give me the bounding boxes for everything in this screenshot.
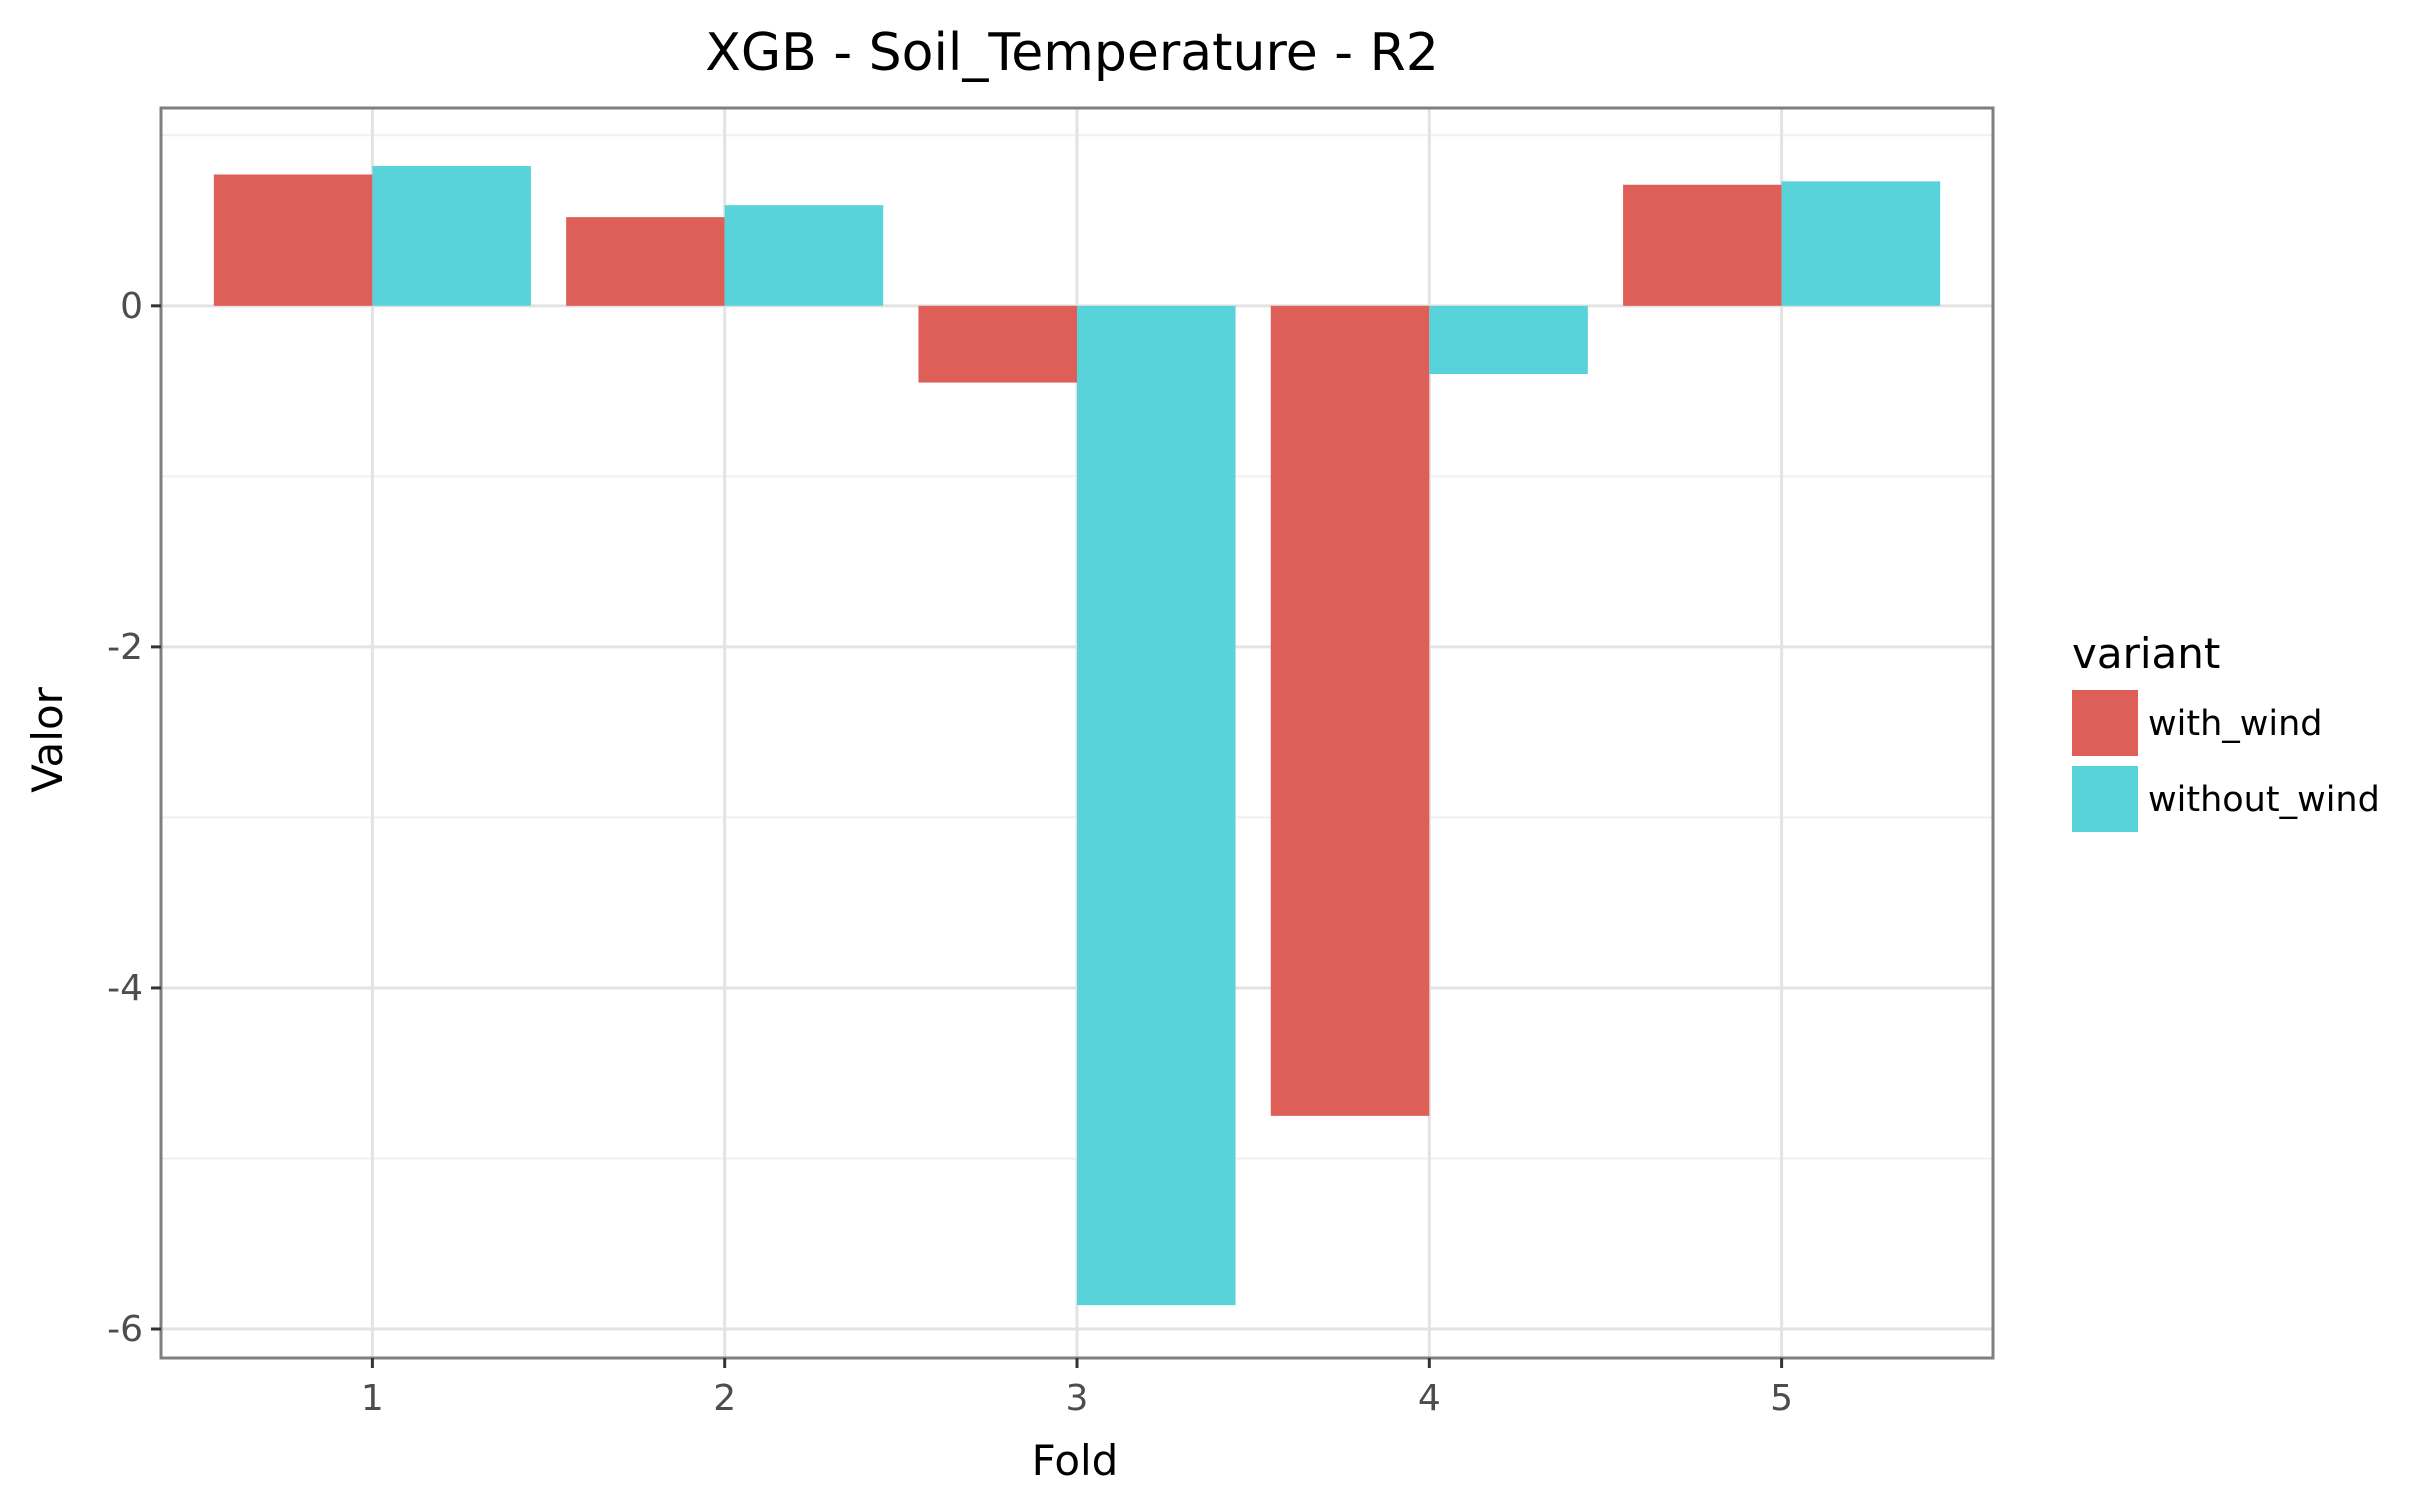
bar-with_wind-fold-5 — [1623, 184, 1782, 306]
y-axis-title: Valor — [23, 686, 72, 793]
bar-without_wind-fold-3 — [1077, 305, 1236, 1306]
bar-with_wind-fold-2 — [566, 217, 725, 306]
y-tick-label: -4 — [107, 968, 143, 1009]
bar-without_wind-fold-1 — [372, 165, 531, 306]
chart-title: XGB - Soil_Temperature - R2 — [705, 23, 1439, 83]
x-tick-label: 4 — [1418, 1378, 1441, 1419]
legend: variant with_wind without_wind — [2072, 629, 2380, 832]
y-tick-label: 0 — [120, 286, 143, 327]
x-tick-label: 5 — [1770, 1378, 1793, 1419]
legend-key-without_wind — [2072, 766, 2138, 832]
x-tick-label: 1 — [361, 1378, 384, 1419]
legend-label-with_wind: with_wind — [2148, 704, 2323, 744]
y-tick-label: -6 — [107, 1309, 143, 1350]
bar-with_wind-fold-4 — [1270, 305, 1430, 1116]
x-tick-label: 2 — [713, 1378, 736, 1419]
legend-key-with_wind — [2072, 690, 2138, 756]
bar-layer — [213, 165, 1941, 1306]
bar-without_wind-fold-4 — [1429, 305, 1588, 375]
legend-label-without_wind: without_wind — [2148, 780, 2380, 820]
bar-with_wind-fold-3 — [918, 305, 1077, 383]
x-tick-label: 3 — [1066, 1378, 1089, 1419]
bar-with_wind-fold-1 — [213, 174, 373, 306]
x-axis-title: Fold — [1032, 1436, 1119, 1485]
axis-layer: 0 -2 -4 -6 1 2 3 4 5 — [107, 286, 1793, 1419]
bar-without_wind-fold-5 — [1781, 181, 1941, 306]
bar-without_wind-fold-2 — [724, 205, 884, 306]
y-tick-label: -2 — [107, 627, 143, 668]
legend-title: variant — [2072, 629, 2220, 678]
